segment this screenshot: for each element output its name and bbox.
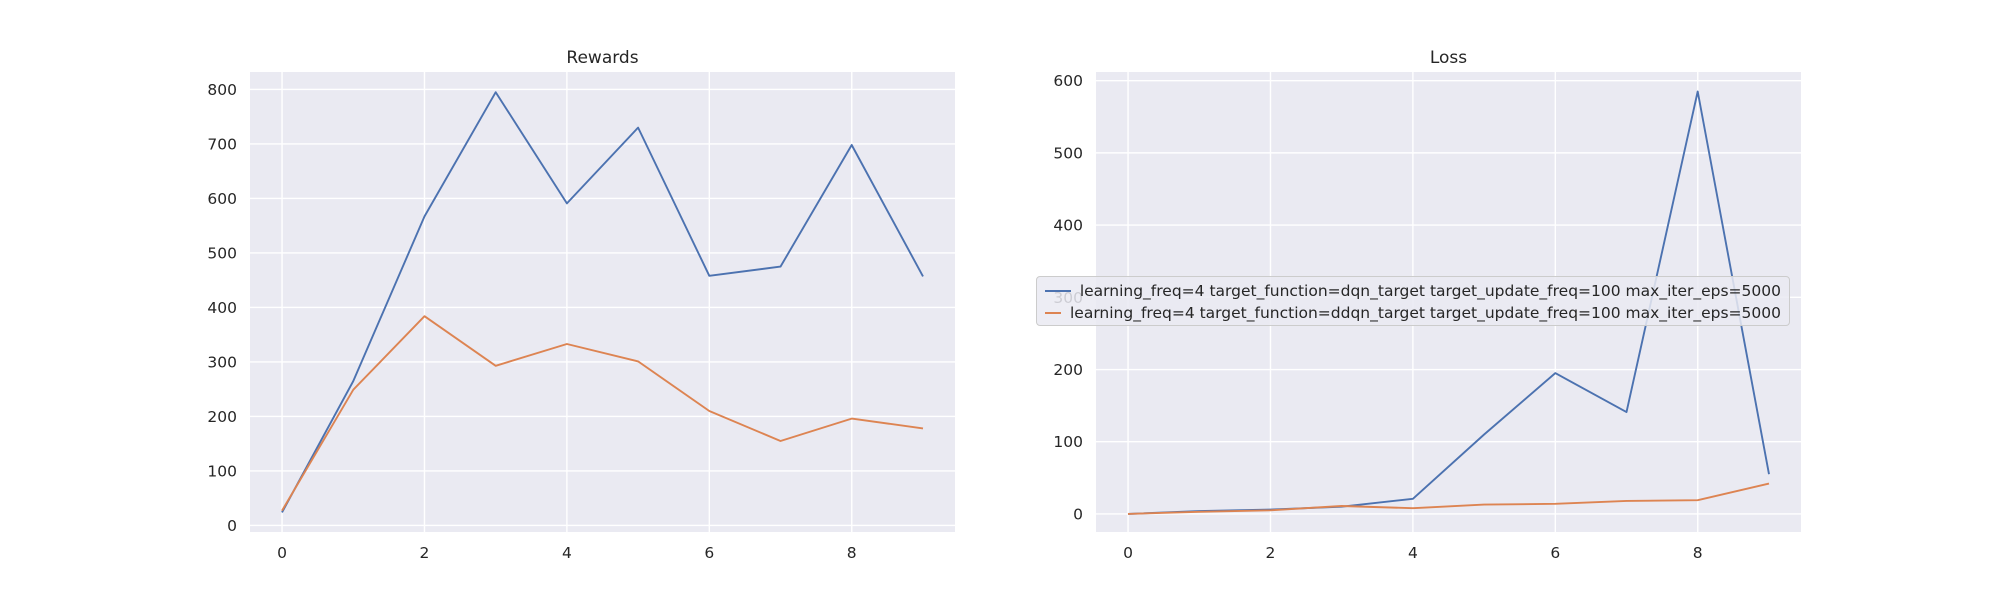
chart-title: Loss — [1430, 48, 1467, 68]
y-tick-label: 600 — [207, 190, 237, 208]
x-tick-label: 8 — [1693, 544, 1703, 562]
y-tick-label: 100 — [1053, 433, 1083, 451]
x-tick-label: 6 — [1550, 544, 1560, 562]
x-tick-label: 2 — [420, 544, 430, 562]
x-tick-label: 0 — [277, 544, 287, 562]
y-tick-label: 400 — [1053, 217, 1083, 235]
y-tick-label: 800 — [207, 81, 237, 99]
y-tick-label: 0 — [1073, 505, 1083, 523]
plot-area — [250, 72, 955, 532]
legend-entry-ddqn: learning_freq=4 target_function=ddqn_tar… — [1045, 302, 1781, 324]
y-tick-label: 0 — [227, 517, 237, 535]
y-tick-label: 300 — [207, 353, 237, 371]
y-tick-label: 500 — [207, 244, 237, 262]
x-tick-label: 6 — [704, 544, 714, 562]
legend-entry-dqn: learning_freq=4 target_function=dqn_targ… — [1045, 280, 1781, 302]
y-tick-label: 200 — [1053, 361, 1083, 379]
series-line-ddqn — [281, 315, 924, 512]
legend-swatch-dqn — [1045, 290, 1071, 292]
y-tick-label: 200 — [207, 408, 237, 426]
legend-label-ddqn: learning_freq=4 target_function=ddqn_tar… — [1069, 304, 1781, 322]
y-tick-label: 400 — [207, 299, 237, 317]
legend-label-dqn: learning_freq=4 target_function=dqn_targ… — [1079, 282, 1781, 300]
y-tick-label: 700 — [207, 135, 237, 153]
x-tick-label: 4 — [1408, 544, 1418, 562]
legend: learning_freq=4 target_function=dqn_targ… — [1036, 276, 1790, 326]
x-tick-label: 2 — [1266, 544, 1276, 562]
x-tick-label: 4 — [562, 544, 572, 562]
x-tick-label: 0 — [1123, 544, 1133, 562]
series-line-ddqn — [1127, 482, 1770, 515]
y-tick-label: 500 — [1053, 144, 1083, 162]
y-tick-label: 100 — [207, 462, 237, 480]
y-tick-label: 600 — [1053, 72, 1083, 90]
legend-swatch-ddqn — [1045, 312, 1061, 314]
series-line-dqn — [281, 91, 924, 513]
rewards-chart: 0 2 4 6 8 0 100 200 300 400 500 600 700 800 Rewards — [207, 48, 955, 562]
chart-title: Rewards — [566, 48, 638, 68]
x-tick-label: 8 — [847, 544, 857, 562]
